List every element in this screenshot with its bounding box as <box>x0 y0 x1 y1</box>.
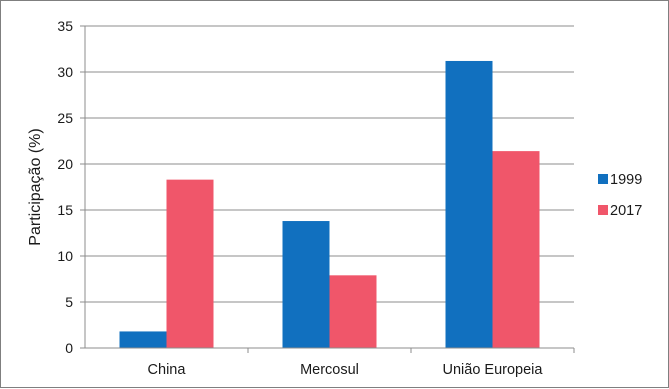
y-tick-label-10: 10 <box>57 248 73 264</box>
axes: 0 5 10 15 20 25 30 35 China Mercosul União Europei… <box>57 18 575 378</box>
x-category-label-1: Mercosul <box>300 362 359 378</box>
y-tick-label-0: 0 <box>65 340 73 356</box>
y-tick-label-5: 5 <box>65 294 73 310</box>
legend: 1999 2017 <box>598 172 642 219</box>
bar-china-1999 <box>119 331 167 348</box>
y-tick-label-35: 35 <box>57 18 73 34</box>
bar-união-europeia-2017 <box>492 151 540 348</box>
legend-label-2017: 2017 <box>610 203 642 219</box>
legend-swatch-2017 <box>598 205 608 215</box>
bar-união-europeia-1999 <box>445 60 493 349</box>
y-tick-label-20: 20 <box>57 156 73 172</box>
legend-label-1999: 1999 <box>610 172 642 188</box>
y-tick-label-30: 30 <box>57 64 73 80</box>
y-tick-label-15: 15 <box>57 202 73 218</box>
bars <box>119 60 540 349</box>
legend-swatch-1999 <box>598 174 608 184</box>
y-axis-title: Participação (%) <box>27 128 44 245</box>
bar-mercosul-1999 <box>282 221 330 348</box>
y-tick-label-25: 25 <box>57 110 73 126</box>
x-category-label-0: China <box>148 362 187 378</box>
x-category-label-2: União Europeia <box>443 362 544 378</box>
bar-mercosul-2017 <box>329 275 377 348</box>
bar-china-2017 <box>166 179 214 348</box>
